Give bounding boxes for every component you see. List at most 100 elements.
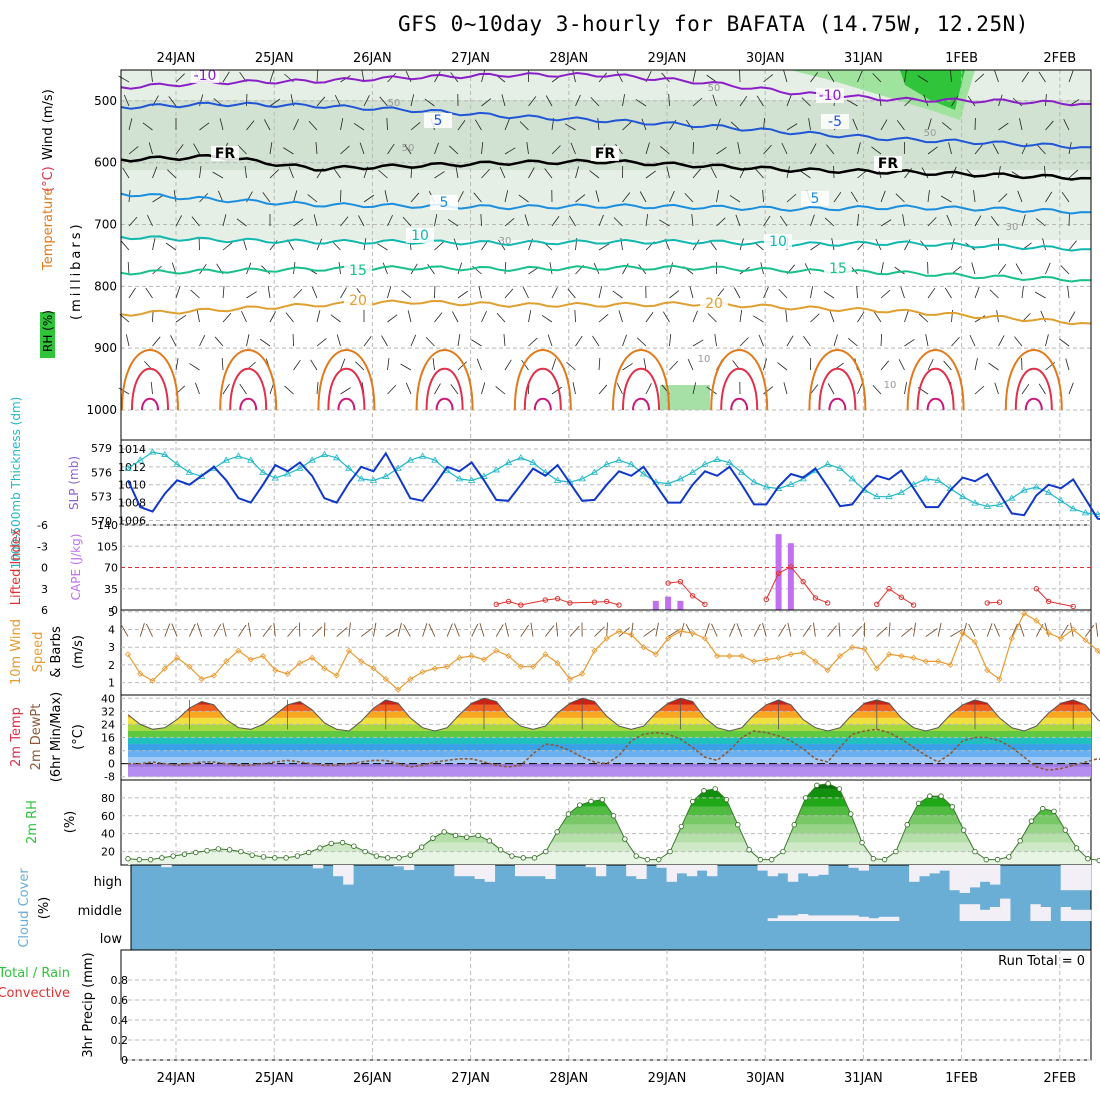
- cape-bar: [677, 601, 683, 610]
- cloud-high-bar: [677, 865, 687, 873]
- panel-ylabel: (%): [37, 897, 52, 920]
- ylabel-text: Speed: [31, 632, 46, 673]
- panel-ylabel: 3hr Precip (mm): [81, 952, 96, 1057]
- rh-point: [939, 794, 944, 799]
- chart-title: GFS 0~10day 3-hourly for BAFATA (14.75W,…: [398, 12, 1029, 36]
- rh-point: [769, 857, 774, 862]
- rh-contour-label: 30: [1006, 222, 1019, 233]
- rh-point: [781, 849, 786, 854]
- cloud-high-bar: [929, 865, 939, 873]
- tick-label: 0.4: [111, 1014, 129, 1027]
- cape-bar: [788, 543, 794, 610]
- cloud-mid-bar: [768, 918, 778, 921]
- rh-point: [306, 850, 311, 855]
- rh-point: [905, 822, 910, 827]
- ylabel-text: (6hr Min/Max): [49, 692, 64, 782]
- rh-point: [690, 799, 695, 804]
- thickness-tick: 579: [91, 442, 112, 455]
- panel-ylabel: (°C): [71, 724, 86, 750]
- ua-tick-label: 900: [94, 341, 117, 355]
- date-label-bottom: 28JAN: [549, 1071, 588, 1086]
- rh-point: [973, 849, 978, 854]
- cape-tick: 105: [97, 540, 118, 553]
- rh-point: [126, 856, 131, 861]
- ylabel-text: 3hr Precip (mm): [81, 952, 96, 1057]
- rh-point: [928, 794, 933, 799]
- ylabel-rh: RH (%): [41, 310, 55, 352]
- ua-ylabel-unit: (millibars): [69, 221, 84, 320]
- cloud-high-bar: [980, 865, 990, 882]
- cloud-high-bar: [667, 865, 677, 882]
- cape-tick: 35: [104, 583, 118, 596]
- isotherm-label: 15: [829, 261, 847, 277]
- tick-label: 0: [121, 1054, 128, 1067]
- cloud-mid-bar: [818, 915, 828, 921]
- date-label-bottom: 27JAN: [451, 1071, 490, 1086]
- date-label-bottom: 30JAN: [746, 1071, 785, 1086]
- li-tick: -3: [37, 540, 48, 553]
- rh-point: [1074, 846, 1079, 851]
- rh-point: [736, 822, 741, 827]
- isotherm-label: -5: [828, 114, 842, 130]
- cloud-high-bar: [464, 865, 474, 876]
- panel-ylabel: 2m RH: [25, 800, 40, 844]
- tick-label: 40: [101, 692, 115, 705]
- isotherm-label: 5: [434, 113, 443, 129]
- rh-point: [577, 803, 582, 808]
- tick-label: 3: [108, 641, 115, 654]
- temp-band: [121, 757, 1091, 764]
- rh-point: [894, 849, 899, 854]
- rh-point: [758, 857, 763, 862]
- ylabel-text: (°C): [71, 724, 86, 750]
- cape-tick: 70: [104, 562, 118, 575]
- rh-point: [216, 847, 221, 852]
- rh-point: [950, 805, 955, 810]
- cloud-mid-bar: [1040, 907, 1050, 921]
- ylabel-text: Lifted Index: [9, 528, 24, 605]
- ylabel-text: SLP (mb): [67, 456, 81, 510]
- cloud-high-bar: [859, 865, 869, 871]
- cloud-level-label: middle: [78, 904, 122, 919]
- rh-contour-label: 30: [499, 236, 512, 247]
- cloud-high-bar: [990, 865, 1000, 885]
- rh-point: [566, 812, 571, 817]
- cloud-high-bar: [950, 865, 960, 890]
- cloud-high-bar: [394, 865, 404, 866]
- isotherm-label: FR: [595, 146, 616, 162]
- rh-point: [340, 840, 345, 845]
- cloud-high-bar: [909, 865, 919, 882]
- rh-point: [182, 852, 187, 857]
- rh-point: [916, 801, 921, 806]
- ylabel-text: CAPE (J/kg): [69, 534, 83, 601]
- tick-label: 16: [101, 732, 115, 745]
- rh-point: [1018, 839, 1023, 844]
- rh-point: [837, 787, 842, 792]
- ua-tick-label: 500: [94, 94, 117, 108]
- cloud-mid-bar: [980, 910, 990, 921]
- cape-bar: [653, 601, 659, 610]
- cloud-high-bar: [960, 865, 970, 893]
- cloud-level-label: high: [94, 875, 122, 890]
- tick-label: 0: [108, 758, 115, 771]
- cloud-high-bar: [970, 865, 980, 887]
- cloud-high-bar: [515, 865, 525, 876]
- rh-contour-label: 50: [388, 98, 401, 109]
- li-tick: 6: [41, 604, 48, 617]
- cloud-mid-bar: [778, 915, 788, 921]
- rh-point: [702, 788, 707, 793]
- isotherm-label: 10: [411, 228, 429, 244]
- date-label-bottom: 24JAN: [157, 1071, 196, 1086]
- cloud-mid-bar: [788, 915, 798, 921]
- isotherm-label: 20: [705, 296, 723, 312]
- rh-point: [589, 799, 594, 804]
- cloud-high-bar: [333, 865, 343, 876]
- li-tick: 0: [41, 562, 48, 575]
- rh-point: [431, 836, 436, 841]
- cloud-high-bar: [707, 865, 717, 876]
- rh-point: [803, 796, 808, 801]
